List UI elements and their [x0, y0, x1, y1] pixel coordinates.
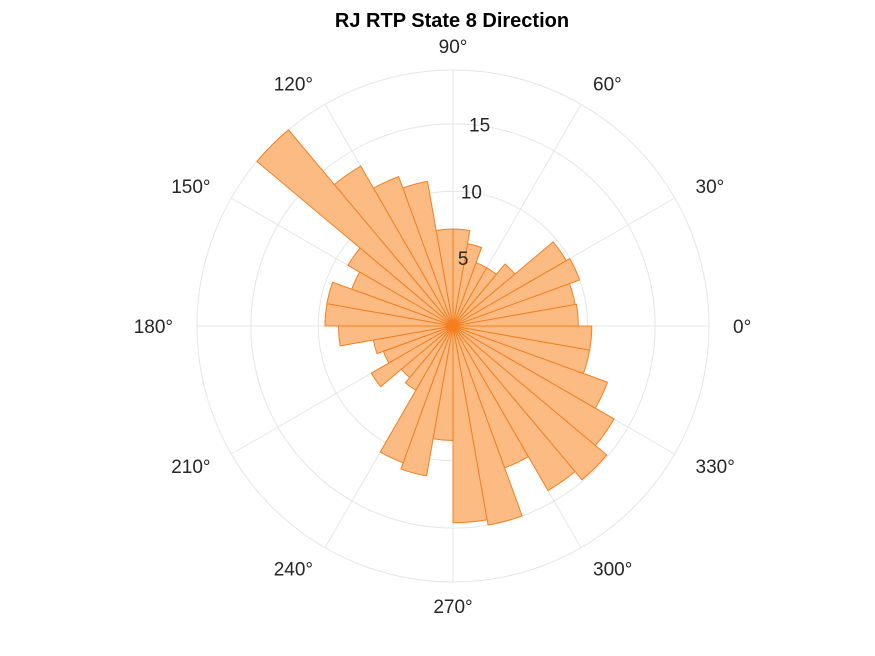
angle-label-270: 270° — [433, 597, 472, 618]
bar-bin-145 — [347, 247, 454, 327]
angle-tick-labels: 0° 30° 60° 90° 120° 150° 180° 210° 240° 270° 300° 3… — [134, 37, 751, 618]
angle-label-300: 300° — [593, 560, 632, 581]
angle-label-210: 210° — [171, 457, 210, 478]
bar-bin-25 — [452, 257, 581, 327]
angle-label-330: 330° — [696, 457, 735, 478]
angle-label-180: 180° — [134, 317, 173, 338]
bar-bin-255 — [400, 325, 454, 477]
bar-bin-45 — [452, 263, 516, 327]
bar-bin-135 — [256, 129, 454, 327]
chart-title: RJ RTP State 8 Direction — [335, 10, 569, 32]
bar-bin-355 — [452, 325, 593, 351]
radius-tick-labels: 5 10 15 — [458, 115, 490, 270]
bar-bin-215 — [370, 325, 454, 388]
radius-label-5: 5 — [458, 249, 469, 270]
bar-bin-285 — [452, 325, 523, 526]
angle-label-90: 90° — [439, 37, 468, 58]
angle-label-60: 60° — [593, 75, 622, 96]
histogram-bars — [256, 129, 615, 526]
angle-label-240: 240° — [274, 560, 313, 581]
bar-bin-315 — [452, 325, 608, 481]
angle-label-0: 0° — [733, 317, 751, 338]
bar-bin-335 — [452, 325, 609, 409]
angle-label-30: 30° — [696, 177, 725, 198]
angle-label-150: 150° — [171, 177, 210, 198]
angle-label-120: 120° — [274, 75, 313, 96]
radius-label-10: 10 — [461, 182, 482, 203]
radius-label-15: 15 — [469, 115, 490, 136]
bar-bin-35 — [452, 241, 567, 327]
bar-bin-325 — [452, 325, 615, 447]
bar-bin-175 — [324, 303, 454, 327]
